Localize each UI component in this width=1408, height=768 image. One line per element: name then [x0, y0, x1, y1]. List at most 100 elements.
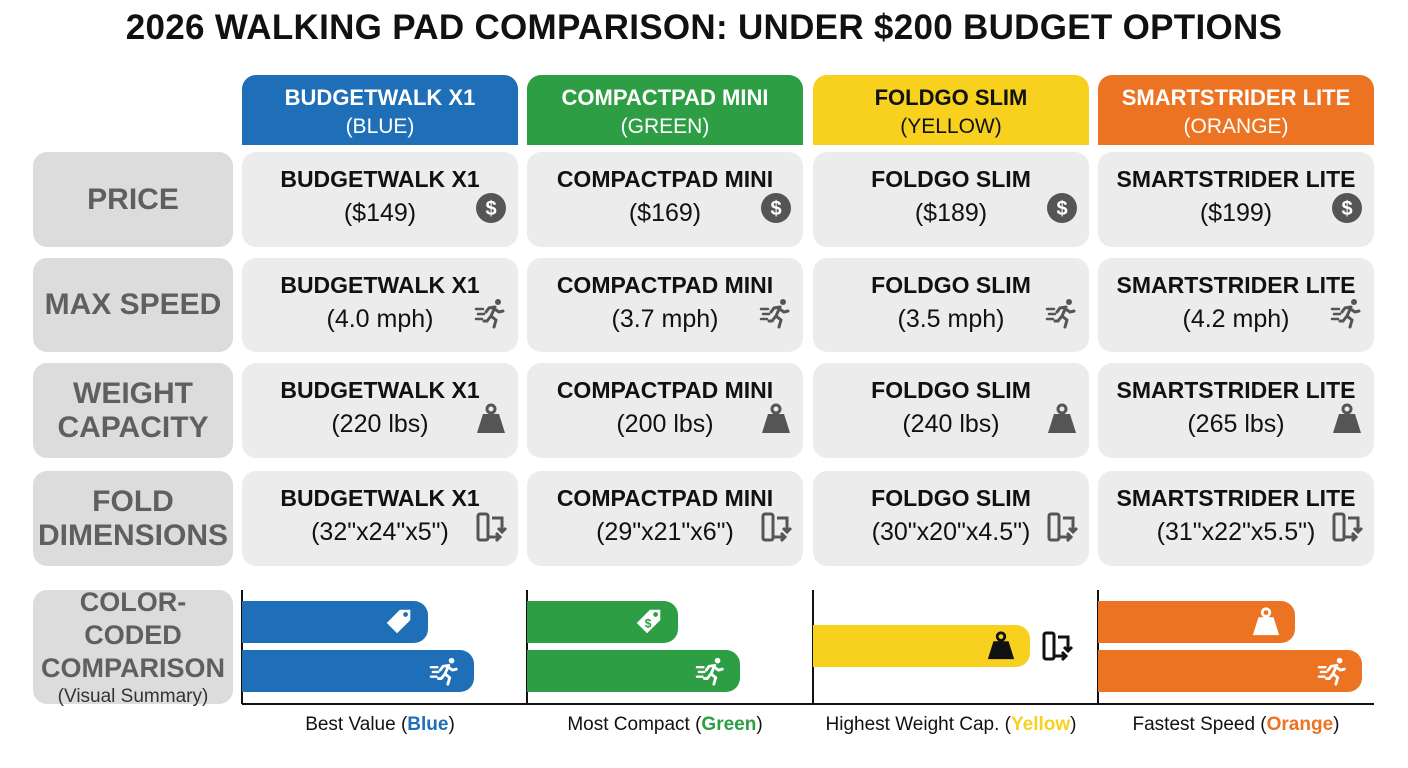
- svg-text:$: $: [645, 617, 652, 631]
- cell-speed-orange: SMARTSTRIDER LITE (4.2 mph): [1098, 258, 1374, 352]
- summary-bar-orange: [1098, 601, 1295, 643]
- summary-caption: Highest Weight Cap. (Yellow): [813, 714, 1089, 736]
- caption-color: Yellow: [1011, 714, 1071, 735]
- price-value: ($169): [628, 199, 702, 227]
- summary-caption: Most Compact (Green): [527, 714, 803, 736]
- product-name: BUDGETWALK X1: [280, 166, 480, 192]
- color-label: (YELLOW): [900, 115, 1002, 138]
- axis-line: [242, 703, 1374, 705]
- cell-weight-orange: SMARTSTRIDER LITE (265 lbs): [1098, 363, 1374, 458]
- caption-text: Best Value (: [305, 714, 408, 735]
- row-label-line2: DIMENSIONS: [37, 518, 229, 552]
- color-label: (ORANGE): [1183, 115, 1289, 138]
- cell-fold-orange: SMARTSTRIDER LITE (31"x22"x5.5"): [1098, 471, 1374, 566]
- column-header-green: COMPACTPAD MINI (GREEN): [527, 75, 803, 145]
- fold-arrows-icon: [1045, 510, 1079, 544]
- product-name: COMPACTPAD MINI: [556, 485, 774, 511]
- row-label-weight: WEIGHT CAPACITY: [33, 363, 233, 458]
- fold-arrows-icon: [474, 510, 508, 544]
- caption-text: Fastest Speed (: [1132, 714, 1267, 735]
- summary-label: COMPARISON: [40, 652, 225, 683]
- speed-value: (3.5 mph): [897, 305, 1005, 333]
- cell-weight-blue: BUDGETWALK X1 (220 lbs): [242, 363, 518, 458]
- cell-price-green: COMPACTPAD MINI ($169) $: [527, 152, 803, 247]
- caption-text: Highest Weight Cap. (: [825, 714, 1012, 735]
- weight-icon: [1045, 402, 1079, 436]
- product-name: BUDGETWALK X1: [280, 377, 480, 403]
- row-label-line1: PRICE: [87, 182, 179, 216]
- caption-color: Blue: [407, 714, 449, 735]
- svg-text:$: $: [1056, 198, 1067, 220]
- fold-value: (31"x22"x5.5"): [1156, 518, 1316, 546]
- cell-speed-blue: BUDGETWALK X1 (4.0 mph): [242, 258, 518, 352]
- summary-bar-green: [527, 650, 740, 692]
- cell-price-yellow: FOLDGO SLIM ($189) $: [813, 152, 1089, 247]
- weight-icon: [474, 402, 508, 436]
- summary-label: COLOR-CODED: [79, 586, 187, 650]
- svg-text:$: $: [485, 198, 496, 220]
- product-name: FOLDGO SLIM: [871, 166, 1031, 192]
- axis-divider: [526, 590, 528, 704]
- summary-sublabel: (Visual Summary): [57, 685, 209, 707]
- fold-value: (29"x21"x6"): [596, 518, 734, 546]
- caption-end: ): [756, 714, 763, 735]
- product-name: SMARTSTRIDER LITE: [1121, 85, 1351, 110]
- product-name: SMARTSTRIDER LITE: [1116, 166, 1356, 192]
- column-header-yellow: FOLDGO SLIM (YELLOW): [813, 75, 1089, 145]
- row-label-fold: FOLD DIMENSIONS: [33, 471, 233, 566]
- product-name: BUDGETWALK X1: [280, 485, 480, 511]
- cell-fold-blue: BUDGETWALK X1 (32"x24"x5"): [242, 471, 518, 566]
- product-name: FOLDGO SLIM: [871, 485, 1031, 511]
- weight-value: (200 lbs): [616, 410, 714, 438]
- fold-arrows-icon: [759, 510, 793, 544]
- column-header-orange: SMARTSTRIDER LITE (ORANGE): [1098, 75, 1374, 145]
- summary-caption: Fastest Speed (Orange): [1098, 714, 1374, 736]
- price-value: ($199): [1199, 199, 1273, 227]
- product-name: SMARTSTRIDER LITE: [1116, 485, 1356, 511]
- color-label: (GREEN): [620, 115, 710, 138]
- dollar-coin-icon: $: [759, 191, 793, 225]
- summary-caption: Best Value (Blue): [242, 714, 518, 736]
- product-name: COMPACTPAD MINI: [556, 272, 774, 298]
- product-name: COMPACTPAD MINI: [561, 85, 769, 110]
- product-name: SMARTSTRIDER LITE: [1116, 377, 1356, 403]
- svg-text:$: $: [1341, 198, 1352, 220]
- caption-color: Green: [701, 714, 757, 735]
- cell-weight-yellow: FOLDGO SLIM (240 lbs): [813, 363, 1089, 458]
- summary-bar-green: $: [527, 601, 678, 643]
- product-name: BUDGETWALK X1: [284, 85, 476, 110]
- row-label-price: PRICE: [33, 152, 233, 247]
- cell-price-orange: SMARTSTRIDER LITE ($199) $: [1098, 152, 1374, 247]
- product-name: FOLDGO SLIM: [871, 272, 1031, 298]
- cell-fold-yellow: FOLDGO SLIM (30"x20"x4.5"): [813, 471, 1089, 566]
- product-name: BUDGETWALK X1: [280, 272, 480, 298]
- price-value: ($189): [914, 199, 988, 227]
- dollar-coin-icon: $: [474, 191, 508, 225]
- weight-value: (265 lbs): [1187, 410, 1285, 438]
- product-name: COMPACTPAD MINI: [556, 377, 774, 403]
- cell-price-blue: BUDGETWALK X1 ($149) $: [242, 152, 518, 247]
- summary-bar-yellow: [813, 625, 1030, 667]
- caption-color: Orange: [1266, 714, 1334, 735]
- speed-value: (4.0 mph): [326, 305, 434, 333]
- cell-speed-yellow: FOLDGO SLIM (3.5 mph): [813, 258, 1089, 352]
- row-label-speed: MAX SPEED: [33, 258, 233, 352]
- caption-end: ): [448, 714, 455, 735]
- fold-value: (32"x24"x5"): [311, 518, 449, 546]
- weight-icon: [759, 402, 793, 436]
- cell-fold-green: COMPACTPAD MINI (29"x21"x6"): [527, 471, 803, 566]
- dollar-coin-icon: $: [1045, 191, 1079, 225]
- cell-weight-green: COMPACTPAD MINI (200 lbs): [527, 363, 803, 458]
- row-label-summary: COLOR-CODED COMPARISON (Visual Summary): [33, 587, 233, 707]
- summary-bar-orange: [1098, 650, 1362, 692]
- caption-end: ): [1070, 714, 1077, 735]
- summary-bar-blue: [242, 650, 474, 692]
- running-person-icon: [474, 296, 508, 330]
- weight-value: (220 lbs): [331, 410, 429, 438]
- product-name: COMPACTPAD MINI: [556, 166, 774, 192]
- dollar-coin-icon: $: [1330, 191, 1364, 225]
- running-person-icon: [759, 296, 793, 330]
- row-label-line1: FOLD: [92, 484, 174, 518]
- running-person-icon: [1330, 296, 1364, 330]
- row-label-line1: MAX SPEED: [44, 288, 222, 321]
